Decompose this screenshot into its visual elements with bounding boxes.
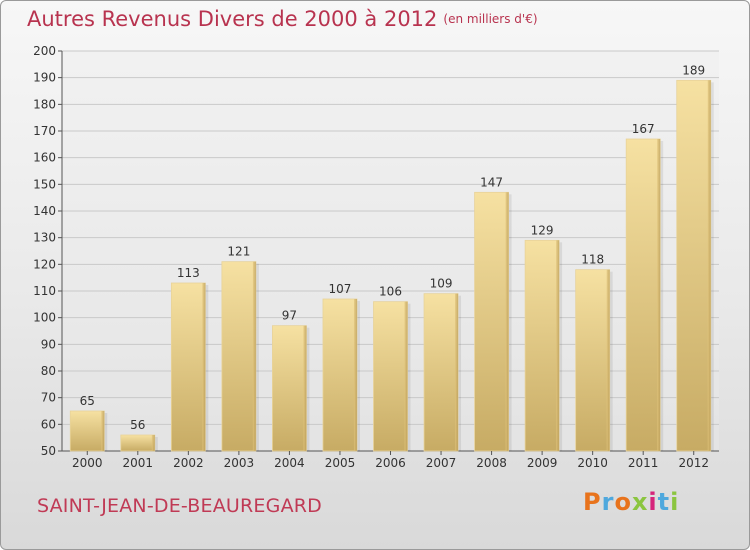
- y-tick-label: 150: [33, 177, 56, 191]
- location-label: SAINT-JEAN-DE-BEAUREGARD: [37, 495, 322, 517]
- data-label: 189: [682, 63, 705, 77]
- bar-edge: [556, 240, 560, 451]
- bar: [69, 410, 105, 452]
- bar: [322, 298, 358, 452]
- x-tick-label: 2002: [173, 456, 204, 470]
- x-tick-label: 2000: [72, 456, 103, 470]
- y-tick-label: 170: [33, 124, 56, 138]
- data-label: 118: [581, 253, 604, 267]
- bar-edge: [505, 192, 509, 452]
- logo-letter: r: [601, 488, 615, 516]
- bar-edge: [101, 411, 105, 451]
- bar: [120, 434, 156, 452]
- data-label: 109: [430, 277, 453, 291]
- bar-edge: [404, 301, 408, 451]
- bar: [676, 79, 712, 452]
- bar: [524, 239, 560, 452]
- y-tick-label: 180: [33, 97, 56, 111]
- y-tick-label: 120: [33, 257, 56, 271]
- y-tick-label: 50: [41, 444, 56, 458]
- x-tick-label: 2010: [577, 456, 608, 470]
- x-tick-label: 2009: [527, 456, 558, 470]
- bar: [221, 261, 257, 452]
- data-label: 107: [329, 282, 352, 296]
- y-tick-label: 80: [41, 364, 56, 378]
- bar-edge: [252, 261, 256, 451]
- bar-edge: [303, 325, 307, 451]
- bar: [170, 282, 206, 452]
- logo-letter: o: [614, 488, 632, 516]
- x-tick-label: 2003: [224, 456, 255, 470]
- bar: [423, 293, 459, 452]
- y-tick-label: 200: [33, 44, 56, 58]
- data-label: 121: [227, 245, 250, 259]
- data-label: 147: [480, 175, 503, 189]
- bar-edge: [455, 293, 459, 451]
- data-label: 65: [80, 394, 95, 408]
- logo-letter: i: [648, 488, 658, 516]
- chart-title-text: Autres Revenus Divers de 2000 à 2012: [27, 7, 438, 31]
- y-tick-label: 100: [33, 311, 56, 325]
- logo-letter: i: [670, 488, 680, 516]
- x-tick-label: 2001: [123, 456, 154, 470]
- logo-letter: x: [631, 488, 649, 516]
- y-tick-label: 70: [41, 391, 56, 405]
- bar: [575, 269, 611, 452]
- bar-edge: [202, 283, 206, 451]
- y-tick-label: 60: [41, 417, 56, 431]
- x-tick-label: 2004: [274, 456, 305, 470]
- bar-edge: [657, 139, 661, 451]
- y-tick-label: 110: [33, 284, 56, 298]
- y-tick-label: 140: [33, 204, 56, 218]
- x-tick-label: 2005: [325, 456, 356, 470]
- bar-edge: [353, 299, 357, 451]
- bar: [272, 325, 307, 452]
- x-tick-label: 2006: [375, 456, 406, 470]
- logo-letter: P: [583, 488, 602, 516]
- x-tick-label: 2008: [476, 456, 507, 470]
- data-label: 129: [531, 223, 554, 237]
- bar: [474, 191, 509, 452]
- bar: [625, 138, 661, 452]
- chart-subtitle: (en milliers d'€): [443, 12, 538, 26]
- x-tick-label: 2011: [628, 456, 659, 470]
- proxiti-logo: Proxiti: [583, 488, 679, 516]
- x-tick-label: 2007: [426, 456, 457, 470]
- data-label: 97: [282, 309, 297, 323]
- data-label: 167: [632, 122, 655, 136]
- bar-edge: [707, 80, 711, 451]
- logo-letter: t: [657, 488, 671, 516]
- x-tick-label: 2012: [678, 456, 709, 470]
- data-label: 113: [177, 266, 200, 280]
- y-tick-label: 190: [33, 71, 56, 85]
- data-label: 106: [379, 285, 402, 299]
- chart-title: Autres Revenus Divers de 2000 à 2012 (en …: [27, 7, 538, 31]
- y-tick-label: 130: [33, 231, 56, 245]
- bar-edge: [606, 269, 610, 451]
- bar-edge: [151, 435, 155, 451]
- bar: [373, 301, 408, 452]
- y-tick-label: 90: [41, 337, 56, 351]
- data-label: 56: [130, 418, 145, 432]
- y-tick-label: 160: [33, 151, 56, 165]
